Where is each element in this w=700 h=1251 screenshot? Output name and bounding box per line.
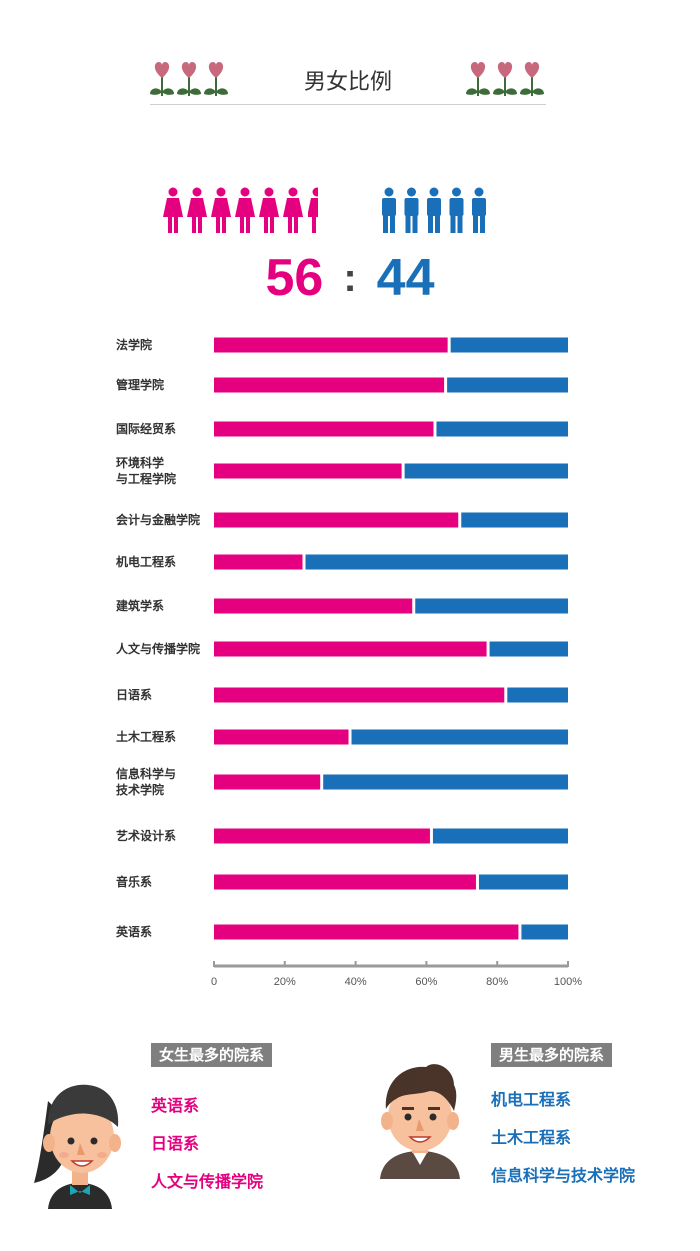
x-tick-label: 40% [345, 976, 367, 988]
female-department-list: 英语系 日语系 人文与传播学院 [151, 1087, 263, 1201]
bar-female [214, 729, 349, 745]
bar-male [305, 554, 568, 570]
bar-female [214, 687, 505, 703]
woman-icon [187, 187, 207, 233]
bar-male [323, 774, 568, 790]
x-tick-label: 60% [415, 976, 437, 988]
man-icon [472, 187, 486, 233]
heart-flower-icon [150, 62, 174, 96]
bar-female [214, 512, 459, 528]
ratio-colon: : [343, 256, 357, 300]
category-label: 会计与金融学院 [116, 512, 200, 527]
bar-male [489, 641, 568, 657]
list-item: 日语系 [151, 1134, 200, 1153]
bar-female [214, 554, 303, 570]
bar-female [214, 874, 476, 890]
heart-flower-icon [466, 62, 490, 96]
ratio-male-value: 44 [376, 249, 435, 307]
category-label: 国际经贸系 [116, 421, 176, 436]
man-icon [427, 187, 441, 233]
bar-male [432, 828, 568, 844]
category-label: 环境科学与工程学院 [116, 455, 176, 486]
list-item: 人文与传播学院 [151, 1172, 264, 1191]
bar-female [214, 337, 448, 353]
bar-female [214, 924, 519, 940]
page-header: 男女比例 [150, 54, 546, 108]
bar-male [436, 421, 568, 437]
bar-female [214, 421, 434, 437]
page-title: 男女比例 [303, 70, 392, 95]
bar-male [507, 687, 568, 703]
bar-male [351, 729, 568, 745]
bar-male [447, 377, 568, 393]
heart-flower-icon [177, 62, 201, 96]
category-label: 音乐系 [116, 874, 152, 889]
list-item: 土木工程系 [491, 1128, 572, 1147]
x-tick-label: 0 [211, 976, 217, 988]
gender-ratio: 56:44 [0, 243, 700, 313]
category-label: 人文与传播学院 [116, 641, 200, 656]
male-top-departments-card: 男生最多的院系 机电工程系 土木工程系 信息科学与技术学院 [374, 1043, 684, 1203]
category-label: 建筑学系 [115, 598, 164, 613]
list-item: 信息科学与技术学院 [491, 1166, 636, 1185]
heart-flower-icon [493, 62, 517, 96]
heart-flower-icon [466, 62, 544, 96]
gender-ratio-bar-chart: 法学院管理学院国际经贸系环境科学与工程学院会计与金融学院机电工程系建筑学系人文与… [115, 337, 582, 988]
people-illustration [160, 187, 540, 239]
header-divider [150, 104, 546, 105]
heart-flower-icon [520, 62, 544, 96]
women-icons [163, 187, 318, 233]
bar-male [461, 512, 568, 528]
bar-female [214, 828, 430, 844]
x-tick-label: 100% [554, 976, 582, 988]
category-label: 法学院 [116, 337, 152, 352]
woman-icon [308, 187, 318, 233]
bar-male [478, 874, 568, 890]
category-label: 管理学院 [116, 377, 164, 392]
man-icon [382, 187, 396, 233]
male-avatar [380, 1064, 460, 1179]
list-item: 机电工程系 [491, 1090, 572, 1109]
bar-female [214, 463, 402, 479]
category-label: 日语系 [116, 687, 152, 702]
woman-icon [235, 187, 255, 233]
bar-male [415, 598, 568, 614]
category-label: 机电工程系 [116, 554, 176, 569]
category-label: 英语系 [116, 924, 152, 939]
man-icon [449, 187, 464, 233]
bar-female [214, 641, 487, 657]
woman-icon [163, 187, 183, 233]
list-item: 英语系 [151, 1096, 200, 1115]
woman-icon [211, 187, 231, 233]
bar-female [214, 598, 413, 614]
man-icon [404, 187, 419, 233]
category-label: 信息科学与技术学院 [116, 766, 176, 797]
heart-flower-icon [150, 62, 228, 96]
woman-icon [283, 187, 303, 233]
men-icons [382, 187, 486, 233]
ratio-female-value: 56 [265, 249, 324, 307]
woman-icon [259, 187, 279, 233]
male-department-list: 机电工程系 土木工程系 信息科学与技术学院 [491, 1081, 635, 1195]
category-label: 土木工程系 [116, 729, 176, 744]
female-card-title: 女生最多的院系 [151, 1043, 273, 1067]
x-tick-label: 80% [486, 976, 508, 988]
bar-male [521, 924, 568, 940]
bar-female [214, 774, 321, 790]
heart-flower-icon [204, 62, 228, 96]
female-top-departments-card: 女生最多的院系 英语系 日语系 人文与传播学院 [30, 1043, 330, 1209]
female-avatar [34, 1084, 121, 1209]
bar-male [404, 463, 568, 479]
category-label: 艺术设计系 [116, 828, 176, 843]
x-tick-label: 20% [274, 976, 296, 988]
bar-male [450, 337, 568, 353]
male-card-title: 男生最多的院系 [491, 1043, 613, 1067]
bar-female [214, 377, 445, 393]
